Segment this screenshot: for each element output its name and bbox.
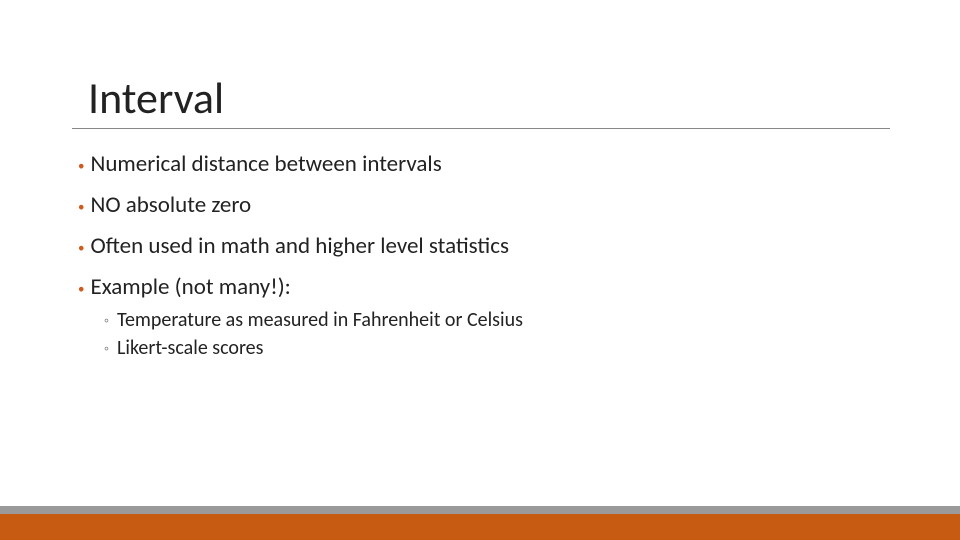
title-underline — [72, 128, 890, 129]
slide-body: • Numerical distance between intervals •… — [78, 140, 888, 362]
bullet-item: • NO absolute zero — [78, 191, 888, 222]
sub-bullet-item: ◦ Temperature as measured in Fahrenheit … — [104, 308, 888, 334]
slide: Interval • Numerical distance between in… — [0, 0, 960, 540]
bullet-text: Often used in math and higher level stat… — [90, 232, 508, 261]
slide-footer — [0, 506, 960, 540]
bullet-icon: • — [78, 273, 84, 304]
sub-bullet-text: Likert-scale scores — [117, 336, 263, 361]
bullet-icon: • — [78, 191, 84, 222]
sub-bullet-text: Temperature as measured in Fahrenheit or… — [117, 308, 523, 333]
sub-bullet-icon: ◦ — [104, 308, 109, 334]
bullet-icon: • — [78, 150, 84, 181]
bullet-text: Example (not many!): — [90, 273, 290, 302]
footer-gray-band — [0, 506, 960, 514]
footer-orange-band — [0, 514, 960, 540]
bullet-text: Numerical distance between intervals — [90, 150, 441, 179]
sub-bullet-item: ◦ Likert-scale scores — [104, 336, 888, 362]
bullet-item: • Numerical distance between intervals — [78, 150, 888, 181]
bullet-item: • Example (not many!): — [78, 273, 888, 304]
sub-bullet-icon: ◦ — [104, 336, 109, 362]
bullet-icon: • — [78, 232, 84, 263]
slide-title: Interval — [88, 75, 224, 121]
bullet-item: • Often used in math and higher level st… — [78, 232, 888, 263]
bullet-text: NO absolute zero — [90, 191, 251, 220]
